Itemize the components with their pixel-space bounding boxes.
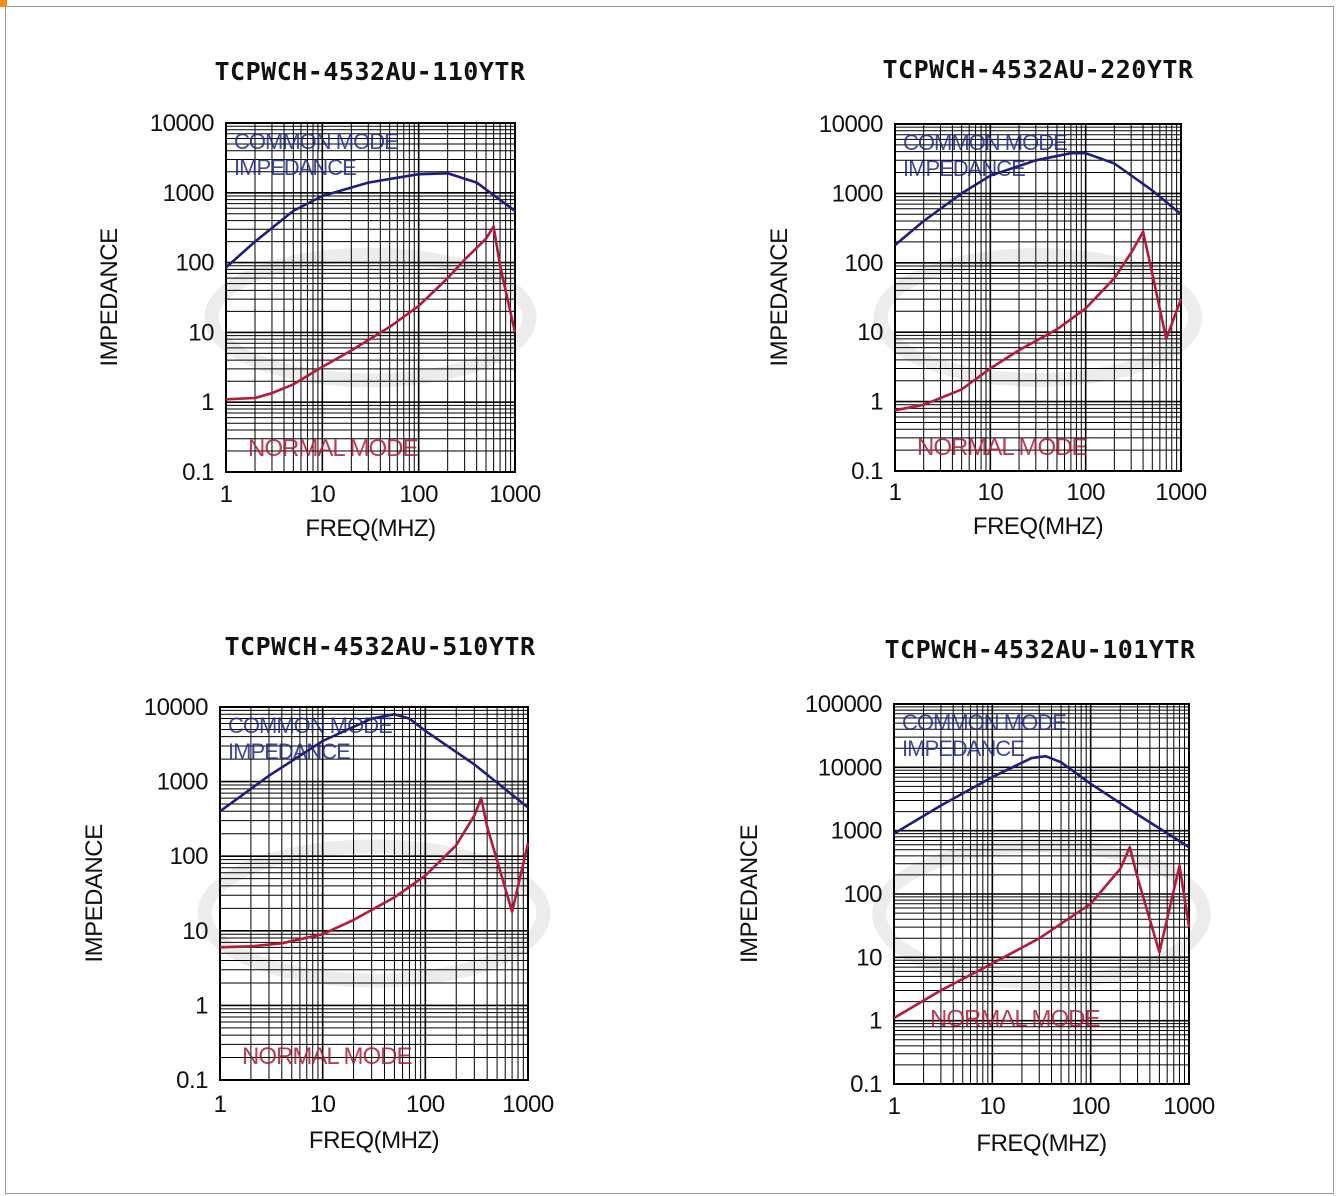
chart-title: TCPWCH-4532AU-510YTR xyxy=(224,632,535,661)
y-tick-label: 100000 xyxy=(805,691,882,718)
x-tick-label: 1 xyxy=(220,481,233,508)
y-axis-label: IMPEDANCE xyxy=(81,824,108,962)
x-tick-label: 100 xyxy=(399,481,438,508)
normal-mode-label: NORMAL MODE xyxy=(917,434,1086,461)
y-tick-label: 10 xyxy=(182,918,208,945)
common-mode-curve xyxy=(894,151,1182,247)
x-tick-label: 1000 xyxy=(1155,479,1207,506)
common-mode-curve xyxy=(225,172,516,269)
x-tick-label: 1000 xyxy=(502,1091,554,1118)
chart-title: TCPWCH-4532AU-220YTR xyxy=(882,55,1193,84)
watermark xyxy=(197,839,551,988)
corner-marker xyxy=(0,0,7,7)
impedance-label: IMPEDANCE xyxy=(903,156,1025,181)
chart-title: TCPWCH-4532AU-101YTR xyxy=(884,635,1195,664)
normal-mode-curve xyxy=(219,796,530,949)
y-tick-label: 10000 xyxy=(150,110,214,137)
y-tick-label: 10 xyxy=(188,319,214,346)
x-tick-label: 1 xyxy=(888,1093,901,1120)
y-tick-label: 0.1 xyxy=(182,459,214,486)
y-axis-label: IMPEDANCE xyxy=(736,825,763,963)
common-mode-label: COMMON MODE xyxy=(234,129,398,154)
common-mode-label: COMMON MODE xyxy=(902,710,1066,735)
x-tick-label: 10 xyxy=(309,481,335,508)
normal-mode-label: NORMAL MODE xyxy=(248,435,417,462)
watermark xyxy=(872,838,1211,990)
common-mode-curve xyxy=(893,754,1190,849)
y-tick-label: 100 xyxy=(843,881,882,908)
x-axis-label: FREQ(MHZ) xyxy=(973,513,1103,540)
y-axis-label: IMPEDANCE xyxy=(766,228,793,366)
x-tick-label: 100 xyxy=(406,1091,445,1118)
normal-mode-curve xyxy=(225,225,517,401)
y-tick-label: 0.1 xyxy=(851,458,883,485)
plot-frame xyxy=(894,123,1182,472)
x-tick-label: 10 xyxy=(977,479,1003,506)
y-tick-label: 1000 xyxy=(163,180,215,207)
x-axis-label: FREQ(MHZ) xyxy=(976,1130,1106,1157)
common-mode-label: COMMON MODE xyxy=(903,130,1067,155)
y-tick-label: 100 xyxy=(844,250,883,277)
y-tick-label: 1 xyxy=(195,992,208,1019)
y-tick-label: 100 xyxy=(175,250,214,277)
common-mode-label: COMMON MODE xyxy=(228,713,392,738)
normal-mode-label: NORMAL MODE xyxy=(930,1006,1099,1033)
y-tick-label: 10000 xyxy=(819,111,883,138)
plot-frame xyxy=(225,122,516,473)
normal-mode-curve xyxy=(894,230,1183,412)
y-tick-label: 1000 xyxy=(832,180,884,207)
x-tick-label: 10 xyxy=(979,1093,1005,1120)
watermark xyxy=(204,247,537,388)
y-tick-label: 10 xyxy=(856,944,882,971)
y-tick-label: 0.1 xyxy=(176,1067,208,1094)
y-axis-label: IMPEDANCE xyxy=(96,228,123,366)
chart-title: TCPWCH-4532AU-110YTR xyxy=(214,57,525,86)
impedance-label: IMPEDANCE xyxy=(902,736,1024,761)
y-tick-label: 1 xyxy=(201,389,214,416)
y-tick-label: 1 xyxy=(870,389,883,416)
x-tick-label: 1000 xyxy=(1163,1093,1215,1120)
x-tick-label: 1 xyxy=(214,1091,227,1118)
y-tick-label: 100 xyxy=(169,843,208,870)
common-mode-curve xyxy=(219,712,529,813)
watermark xyxy=(873,248,1203,387)
x-tick-label: 100 xyxy=(1066,479,1105,506)
y-tick-label: 0.1 xyxy=(850,1071,882,1098)
impedance-label: IMPEDANCE xyxy=(234,155,356,180)
normal-mode-label: NORMAL MODE xyxy=(242,1043,411,1070)
normal-mode-curve xyxy=(893,845,1191,1020)
y-tick-label: 10000 xyxy=(818,754,882,781)
y-tick-label: 10 xyxy=(857,319,883,346)
x-axis-label: FREQ(MHZ) xyxy=(309,1127,439,1154)
x-tick-label: 1 xyxy=(889,479,902,506)
x-tick-label: 10 xyxy=(310,1091,336,1118)
y-tick-label: 1 xyxy=(869,1008,882,1035)
plot-frame xyxy=(893,703,1190,1085)
x-tick-label: 100 xyxy=(1071,1093,1110,1120)
y-tick-label: 1000 xyxy=(157,769,209,796)
y-tick-label: 1000 xyxy=(831,818,883,845)
x-axis-label: FREQ(MHZ) xyxy=(305,515,435,542)
impedance-label: IMPEDANCE xyxy=(228,739,350,764)
x-tick-label: 1000 xyxy=(489,481,541,508)
plot-frame xyxy=(219,706,529,1081)
y-tick-label: 10000 xyxy=(144,694,208,721)
